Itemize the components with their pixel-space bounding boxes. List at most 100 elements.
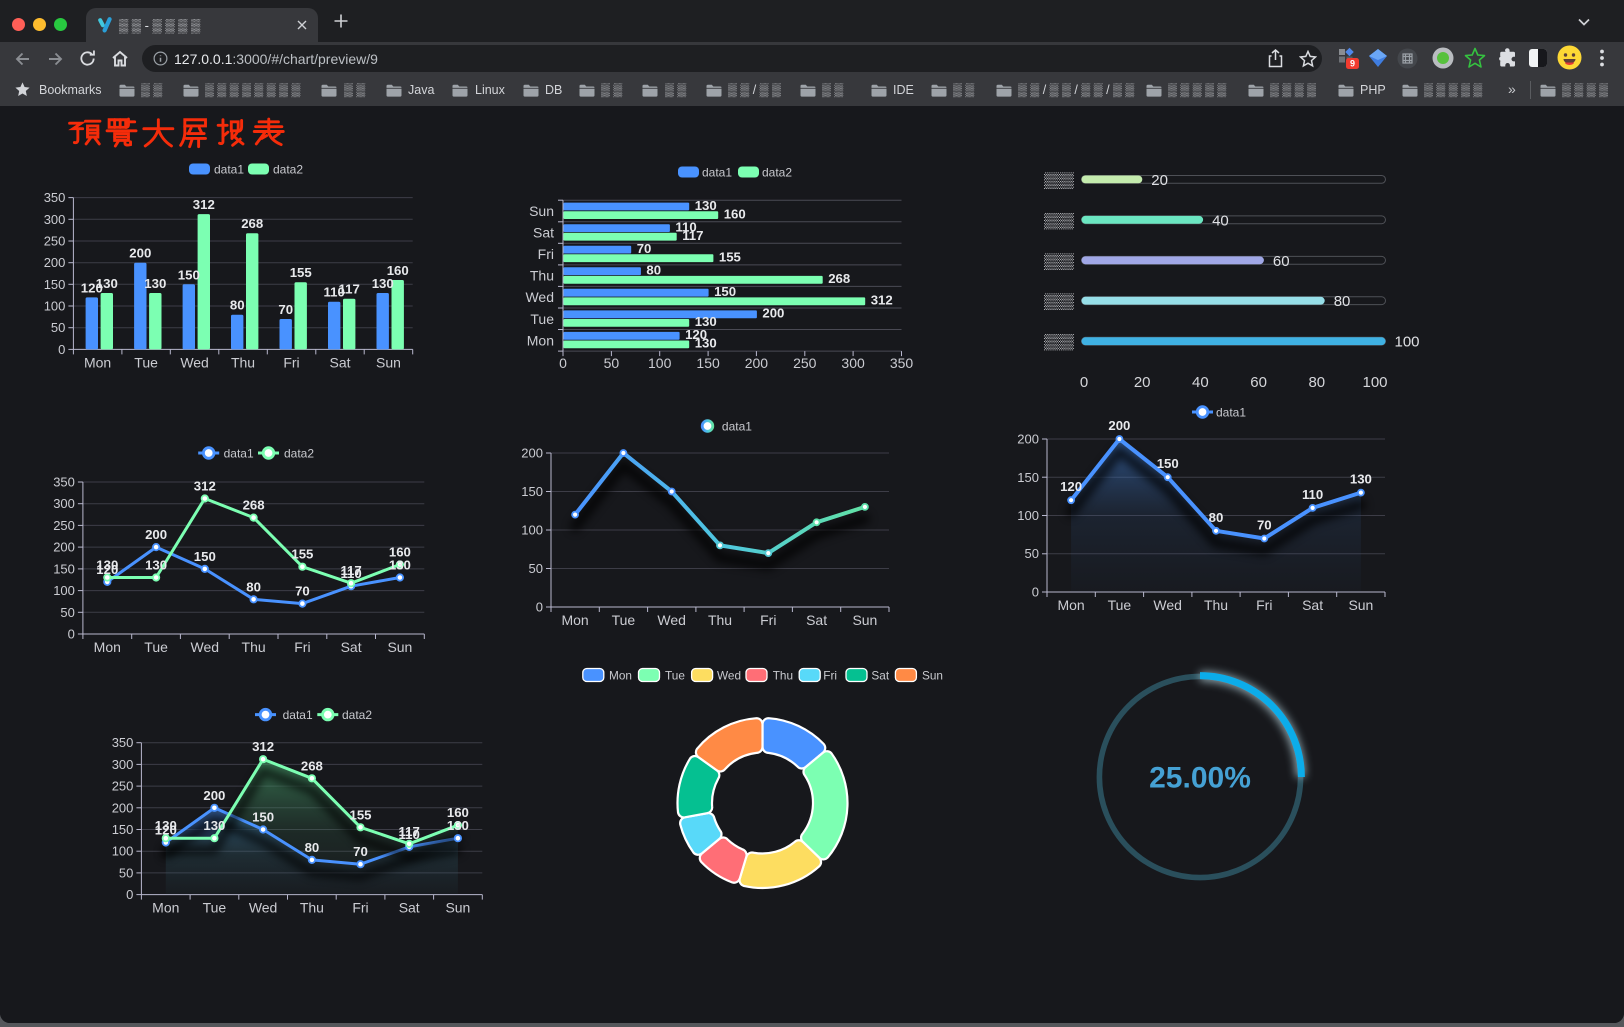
svg-text:300: 300 (44, 212, 66, 227)
svg-text:40: 40 (1212, 212, 1229, 229)
svg-text:100: 100 (521, 523, 543, 538)
svg-text:50: 50 (529, 561, 543, 576)
svg-text:268: 268 (301, 758, 323, 773)
svg-text:268: 268 (828, 271, 850, 286)
svg-text:250: 250 (53, 518, 75, 533)
svg-text:Thu: Thu (1204, 597, 1228, 613)
svg-text:50: 50 (119, 865, 133, 880)
svg-text:350: 350 (44, 190, 66, 205)
svg-text:Sun: Sun (852, 612, 877, 628)
svg-text:150: 150 (1157, 456, 1179, 471)
svg-text:data1: data1 (722, 420, 752, 434)
svg-text:268: 268 (241, 216, 263, 231)
svg-text:312: 312 (252, 739, 274, 754)
svg-text:Wed: Wed (191, 639, 220, 655)
svg-text:Fri: Fri (352, 900, 368, 916)
svg-text:Sun: Sun (445, 900, 470, 916)
svg-text:312: 312 (194, 479, 216, 494)
svg-text:200: 200 (745, 355, 769, 371)
svg-text:117: 117 (339, 282, 360, 297)
svg-text:80: 80 (246, 579, 261, 594)
svg-text:data1: data1 (214, 163, 244, 177)
svg-text:Sat: Sat (341, 639, 362, 655)
svg-text:Sat: Sat (329, 354, 350, 370)
svg-text:Tue: Tue (203, 900, 227, 916)
svg-text:0: 0 (559, 355, 567, 371)
svg-text:130: 130 (96, 558, 118, 573)
svg-text:Mon: Mon (94, 639, 121, 655)
svg-text:200: 200 (129, 246, 151, 261)
svg-text:155: 155 (719, 250, 741, 265)
svg-text:data1: data1 (702, 166, 732, 180)
svg-text:▒▒: ▒▒ (1044, 334, 1075, 351)
svg-text:300: 300 (53, 496, 75, 511)
svg-text:110: 110 (399, 827, 420, 842)
svg-text:250: 250 (44, 234, 66, 249)
svg-text:120: 120 (685, 327, 707, 342)
svg-text:▒▒: ▒▒ (1044, 212, 1075, 229)
svg-text:70: 70 (278, 302, 293, 317)
svg-text:100: 100 (1017, 508, 1039, 523)
svg-text:150: 150 (521, 484, 543, 499)
svg-text:117: 117 (340, 563, 361, 578)
svg-text:Tue: Tue (665, 669, 685, 683)
svg-text:Thu: Thu (708, 612, 732, 628)
svg-text:117: 117 (682, 228, 703, 243)
svg-text:150: 150 (252, 810, 274, 825)
svg-text:80: 80 (1209, 510, 1224, 525)
svg-text:130: 130 (155, 818, 177, 833)
svg-text:80: 80 (1334, 293, 1351, 310)
svg-text:160: 160 (724, 206, 746, 221)
svg-text:Sat: Sat (871, 669, 889, 683)
svg-text:160: 160 (387, 263, 409, 278)
svg-text:200: 200 (44, 255, 66, 270)
svg-text:Mon: Mon (1057, 597, 1084, 613)
svg-text:120: 120 (96, 562, 118, 577)
svg-text:120: 120 (1060, 479, 1082, 494)
svg-text:Sun: Sun (376, 354, 401, 370)
svg-text:120: 120 (155, 823, 177, 838)
svg-text:Fri: Fri (823, 669, 837, 683)
svg-text:9: 9 (1350, 59, 1355, 69)
svg-text:150: 150 (1017, 470, 1039, 485)
svg-text:data2: data2 (273, 163, 303, 177)
svg-text:Mon: Mon (152, 900, 179, 916)
svg-text:0: 0 (1032, 585, 1039, 600)
svg-text:130: 130 (96, 276, 118, 291)
svg-text:data1: data1 (283, 708, 313, 722)
svg-text:100: 100 (648, 355, 672, 371)
svg-text:60: 60 (1273, 253, 1290, 270)
svg-text:Tue: Tue (530, 311, 554, 327)
svg-text:200: 200 (53, 540, 75, 555)
svg-text:Wed: Wed (525, 289, 554, 305)
svg-text:Thu: Thu (530, 268, 554, 284)
svg-text:70: 70 (1257, 518, 1272, 533)
svg-text:Sat: Sat (1302, 597, 1323, 613)
svg-text:110: 110 (324, 285, 345, 300)
svg-text:100: 100 (53, 583, 75, 598)
svg-text:Fri: Fri (760, 612, 776, 628)
svg-text:130: 130 (389, 558, 411, 573)
svg-text:200: 200 (762, 306, 784, 321)
svg-text:Mon: Mon (561, 612, 588, 628)
svg-text:100: 100 (1395, 334, 1420, 351)
svg-text:80: 80 (305, 840, 320, 855)
svg-text:110: 110 (675, 219, 696, 234)
svg-text:160: 160 (447, 805, 469, 820)
svg-text:25.00%: 25.00% (1149, 762, 1251, 795)
svg-text:350: 350 (112, 735, 134, 750)
svg-text:50: 50 (60, 605, 74, 620)
svg-text:150: 150 (194, 549, 216, 564)
svg-text:60: 60 (1250, 374, 1267, 391)
svg-text:70: 70 (637, 241, 652, 256)
svg-text:20: 20 (1151, 172, 1168, 189)
svg-text:130: 130 (695, 198, 717, 213)
svg-text:0: 0 (1080, 374, 1088, 391)
svg-text:Mon: Mon (84, 354, 111, 370)
svg-text:100: 100 (112, 844, 134, 859)
svg-text:Tue: Tue (144, 639, 168, 655)
svg-text:data2: data2 (284, 447, 314, 461)
svg-text:150: 150 (178, 267, 200, 282)
svg-text:50: 50 (51, 320, 65, 335)
svg-text:110: 110 (1302, 487, 1323, 502)
